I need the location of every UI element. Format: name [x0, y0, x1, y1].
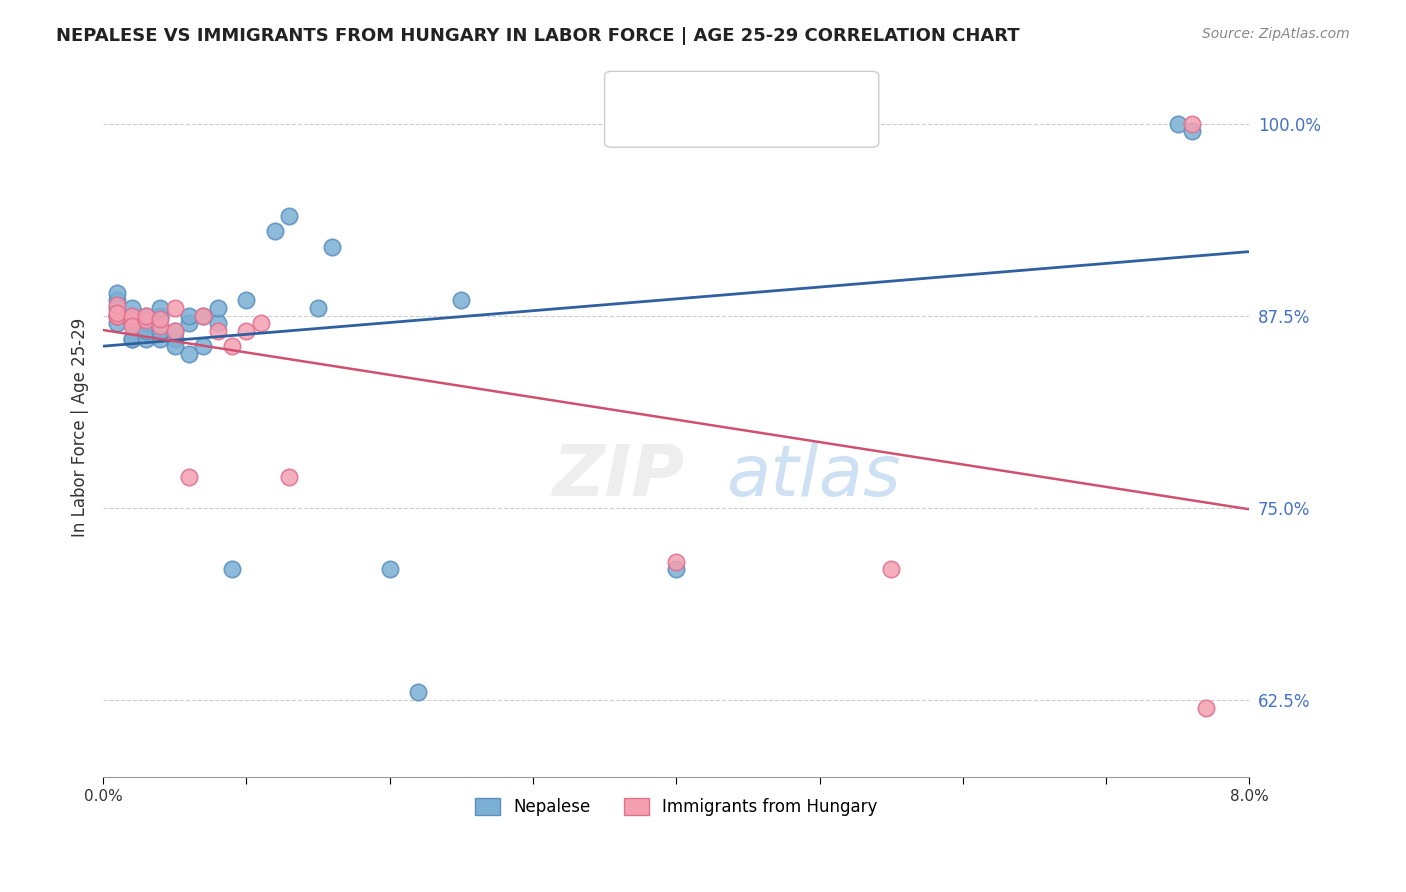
Text: ZIP: ZIP — [553, 442, 685, 510]
Point — [665, 562, 688, 576]
Point — [107, 285, 129, 300]
Point — [121, 309, 143, 323]
Point — [880, 562, 903, 576]
Point — [135, 317, 157, 331]
Point — [450, 293, 472, 308]
Point — [107, 301, 129, 315]
Point — [193, 309, 215, 323]
Point — [221, 562, 243, 576]
Point — [121, 317, 143, 331]
Point — [107, 309, 129, 323]
Point — [221, 339, 243, 353]
Point — [107, 305, 129, 319]
Point — [121, 301, 143, 315]
Point — [207, 324, 229, 338]
Point — [177, 347, 200, 361]
Point — [107, 309, 129, 323]
Text: 0.108: 0.108 — [689, 114, 741, 132]
Point — [149, 309, 172, 323]
Legend: Nepalese, Immigrants from Hungary: Nepalese, Immigrants from Hungary — [467, 789, 886, 824]
Point — [321, 239, 343, 253]
Text: N =: N = — [752, 83, 789, 101]
Point — [408, 685, 430, 699]
Point — [665, 555, 688, 569]
Point — [1167, 117, 1189, 131]
Point — [163, 332, 186, 346]
Point — [135, 313, 157, 327]
Point — [135, 332, 157, 346]
Text: R =: R = — [661, 83, 697, 101]
Text: 24: 24 — [778, 114, 801, 132]
Point — [121, 319, 143, 334]
Point — [278, 209, 301, 223]
Text: R =: R = — [661, 114, 697, 132]
Point — [264, 224, 287, 238]
Point — [163, 301, 186, 315]
FancyBboxPatch shape — [610, 76, 662, 107]
Point — [149, 324, 172, 338]
Point — [135, 309, 157, 323]
Point — [1195, 700, 1218, 714]
Point — [149, 311, 172, 326]
Point — [249, 317, 271, 331]
Point — [121, 332, 143, 346]
Point — [207, 317, 229, 331]
Point — [107, 317, 129, 331]
Point — [307, 301, 329, 315]
Point — [135, 309, 157, 323]
Point — [378, 562, 401, 576]
Point — [177, 309, 200, 323]
Text: Source: ZipAtlas.com: Source: ZipAtlas.com — [1202, 27, 1350, 41]
Text: atlas: atlas — [727, 442, 901, 510]
Point — [163, 324, 186, 338]
Point — [1181, 117, 1204, 131]
Point — [177, 317, 200, 331]
Text: 40: 40 — [778, 83, 800, 101]
Point — [107, 309, 129, 323]
Text: N =: N = — [752, 114, 789, 132]
Point — [121, 313, 143, 327]
Point — [149, 332, 172, 346]
Point — [193, 339, 215, 353]
Point — [278, 470, 301, 484]
FancyBboxPatch shape — [610, 107, 662, 138]
Point — [1181, 124, 1204, 138]
Text: 0.493: 0.493 — [689, 83, 742, 101]
Point — [149, 301, 172, 315]
Point — [135, 324, 157, 338]
Point — [235, 293, 257, 308]
Point — [193, 309, 215, 323]
Point — [121, 309, 143, 323]
Point — [177, 470, 200, 484]
Point — [207, 301, 229, 315]
Text: NEPALESE VS IMMIGRANTS FROM HUNGARY IN LABOR FORCE | AGE 25-29 CORRELATION CHART: NEPALESE VS IMMIGRANTS FROM HUNGARY IN L… — [56, 27, 1019, 45]
Point — [163, 324, 186, 338]
Point — [235, 324, 257, 338]
Point — [149, 319, 172, 334]
Point — [107, 298, 129, 312]
Y-axis label: In Labor Force | Age 25-29: In Labor Force | Age 25-29 — [72, 318, 89, 537]
Point — [163, 339, 186, 353]
Point — [121, 332, 143, 346]
Point — [107, 293, 129, 308]
